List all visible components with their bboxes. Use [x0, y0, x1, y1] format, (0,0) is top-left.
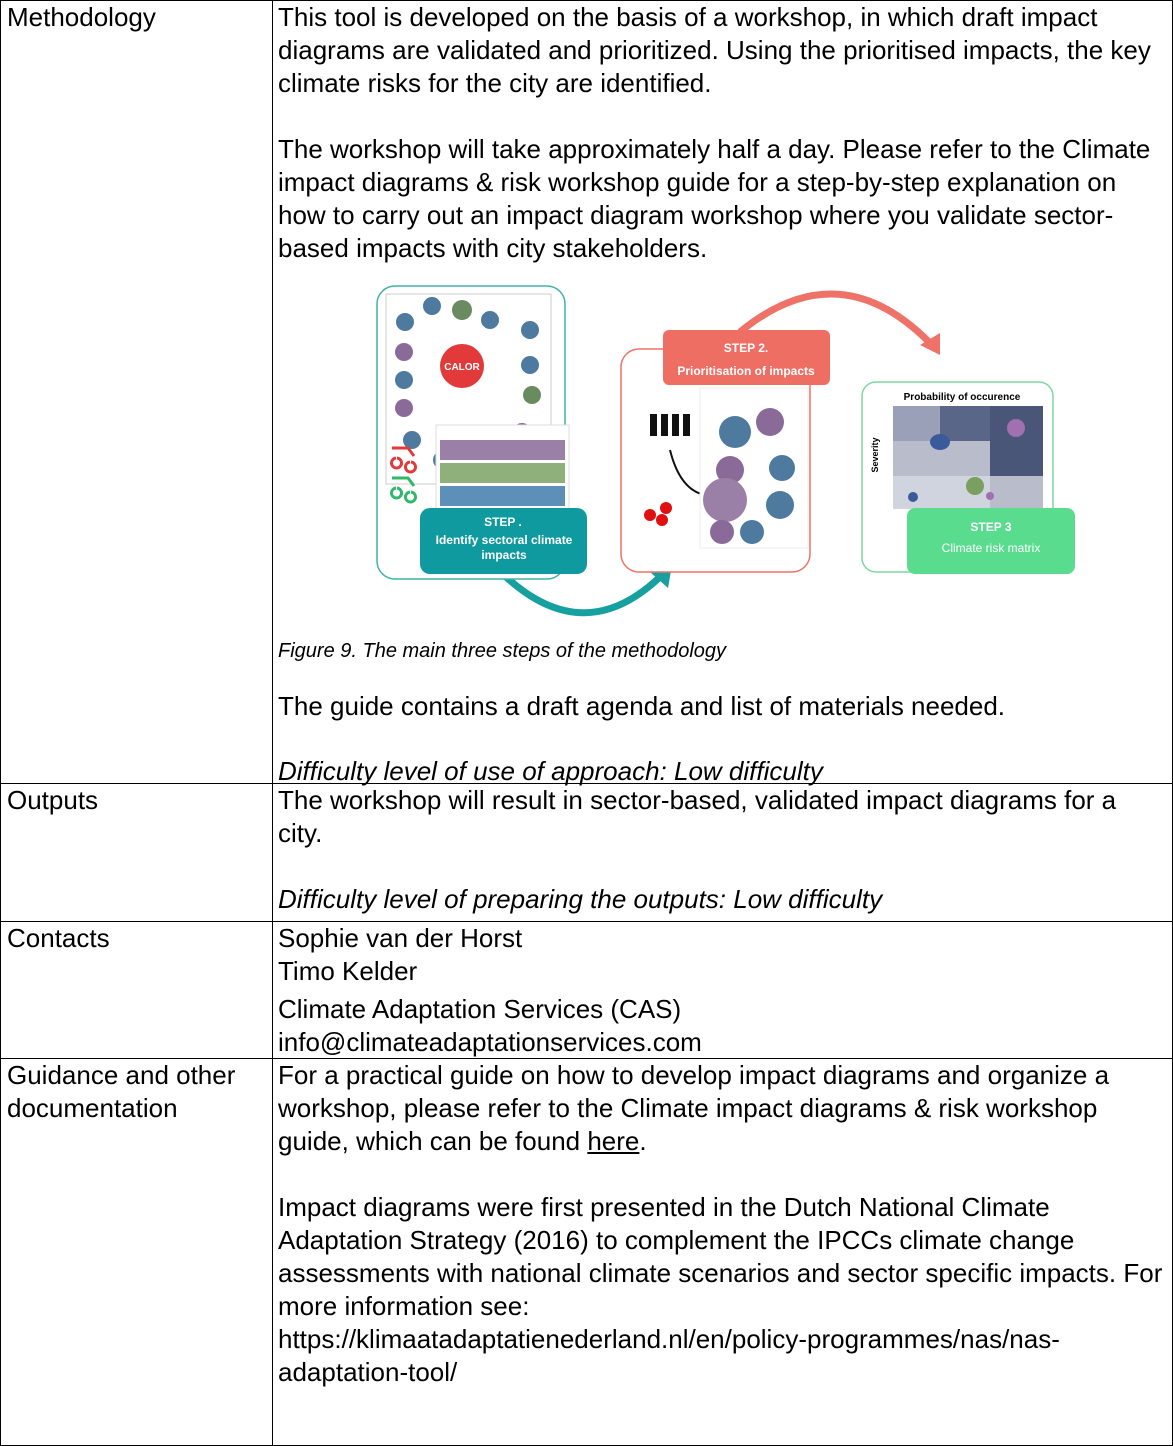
methodology-figure: CALOR STEP . Identify sectoral climate i…	[376, 285, 1075, 617]
text: .	[639, 1126, 647, 1156]
row-label-cell: Contacts	[0, 921, 273, 1059]
risk-matrix	[893, 406, 1043, 509]
row-label: Outputs	[7, 785, 99, 815]
table-row	[440, 486, 565, 506]
paragraph: Impact diagrams were first presented in …	[278, 1192, 1163, 1321]
difficulty: Difficulty level of use of approach: Low…	[278, 756, 823, 786]
figure-label: STEP 2.	[724, 341, 768, 355]
step-box	[420, 508, 587, 574]
row-label-cell: Outputs	[0, 783, 273, 922]
figure-label: Probability of occurence	[904, 392, 1021, 403]
row-label-cell: Methodology	[0, 0, 273, 784]
diagram-circles	[703, 408, 795, 544]
step-box	[663, 330, 830, 385]
figure-label: Severity	[870, 437, 880, 472]
figure-label: STEP .	[484, 515, 522, 529]
glasses-icons	[390, 446, 417, 504]
paragraph: The guide contains a draft agenda and li…	[278, 691, 1006, 721]
row-label: Contacts	[7, 923, 110, 953]
figure-label-box: Identify sectoral climate impacts	[435, 533, 573, 562]
arrow-head	[920, 333, 940, 355]
organization: Climate Adaptation Services (CAS)	[278, 994, 682, 1024]
email: info@climateadaptationservices.com	[278, 1027, 702, 1057]
figure-label: Climate risk matrix	[942, 541, 1041, 555]
row-content-cell: The workshop will result in sector-based…	[272, 783, 1173, 922]
arrow	[737, 290, 935, 348]
table-row	[440, 440, 565, 460]
figure-label: Prioritisation of impacts	[677, 364, 815, 378]
dots	[644, 502, 672, 526]
row-content-cell: For a practical guide on how to develop …	[272, 1058, 1173, 1446]
row-label: Methodology	[7, 2, 156, 32]
center-circle	[440, 344, 484, 388]
row-content-cell: This tool is developed on the basis of a…	[272, 0, 1173, 786]
paragraph: The workshop will result in sector-based…	[278, 785, 1117, 848]
text: For a practical guide on how to develop …	[278, 1060, 1110, 1156]
step-box	[907, 508, 1075, 574]
paragraph: The workshop will take approximately hal…	[278, 134, 1151, 263]
paragraph: This tool is developed on the basis of a…	[278, 2, 1151, 98]
people-icon	[650, 414, 690, 436]
contact-name: Sophie van der Horst	[278, 923, 523, 953]
contact-name: Timo Kelder	[278, 956, 418, 986]
row-label-cell: Guidance and other documentation	[0, 1058, 273, 1446]
row-label: Guidance and other documentation	[7, 1060, 236, 1123]
difficulty: Difficulty level of preparing the output…	[278, 884, 883, 914]
table-row	[440, 463, 565, 483]
row-content-cell: Sophie van der Horst Timo Kelder Climate…	[272, 921, 1173, 1059]
arrow	[502, 572, 665, 617]
figure-caption: Figure 9. The main three steps of the me…	[278, 640, 727, 662]
link[interactable]: here	[587, 1126, 640, 1156]
figure-label: CALOR	[444, 362, 480, 373]
figure-label: Identify sectoral climate impacts	[435, 533, 573, 562]
paragraph: For a practical guide on how to develop …	[278, 1059, 1158, 1158]
figure-label: STEP 3	[970, 520, 1011, 534]
url: https://klimaatadaptatienederland.nl/en/…	[278, 1324, 1060, 1387]
